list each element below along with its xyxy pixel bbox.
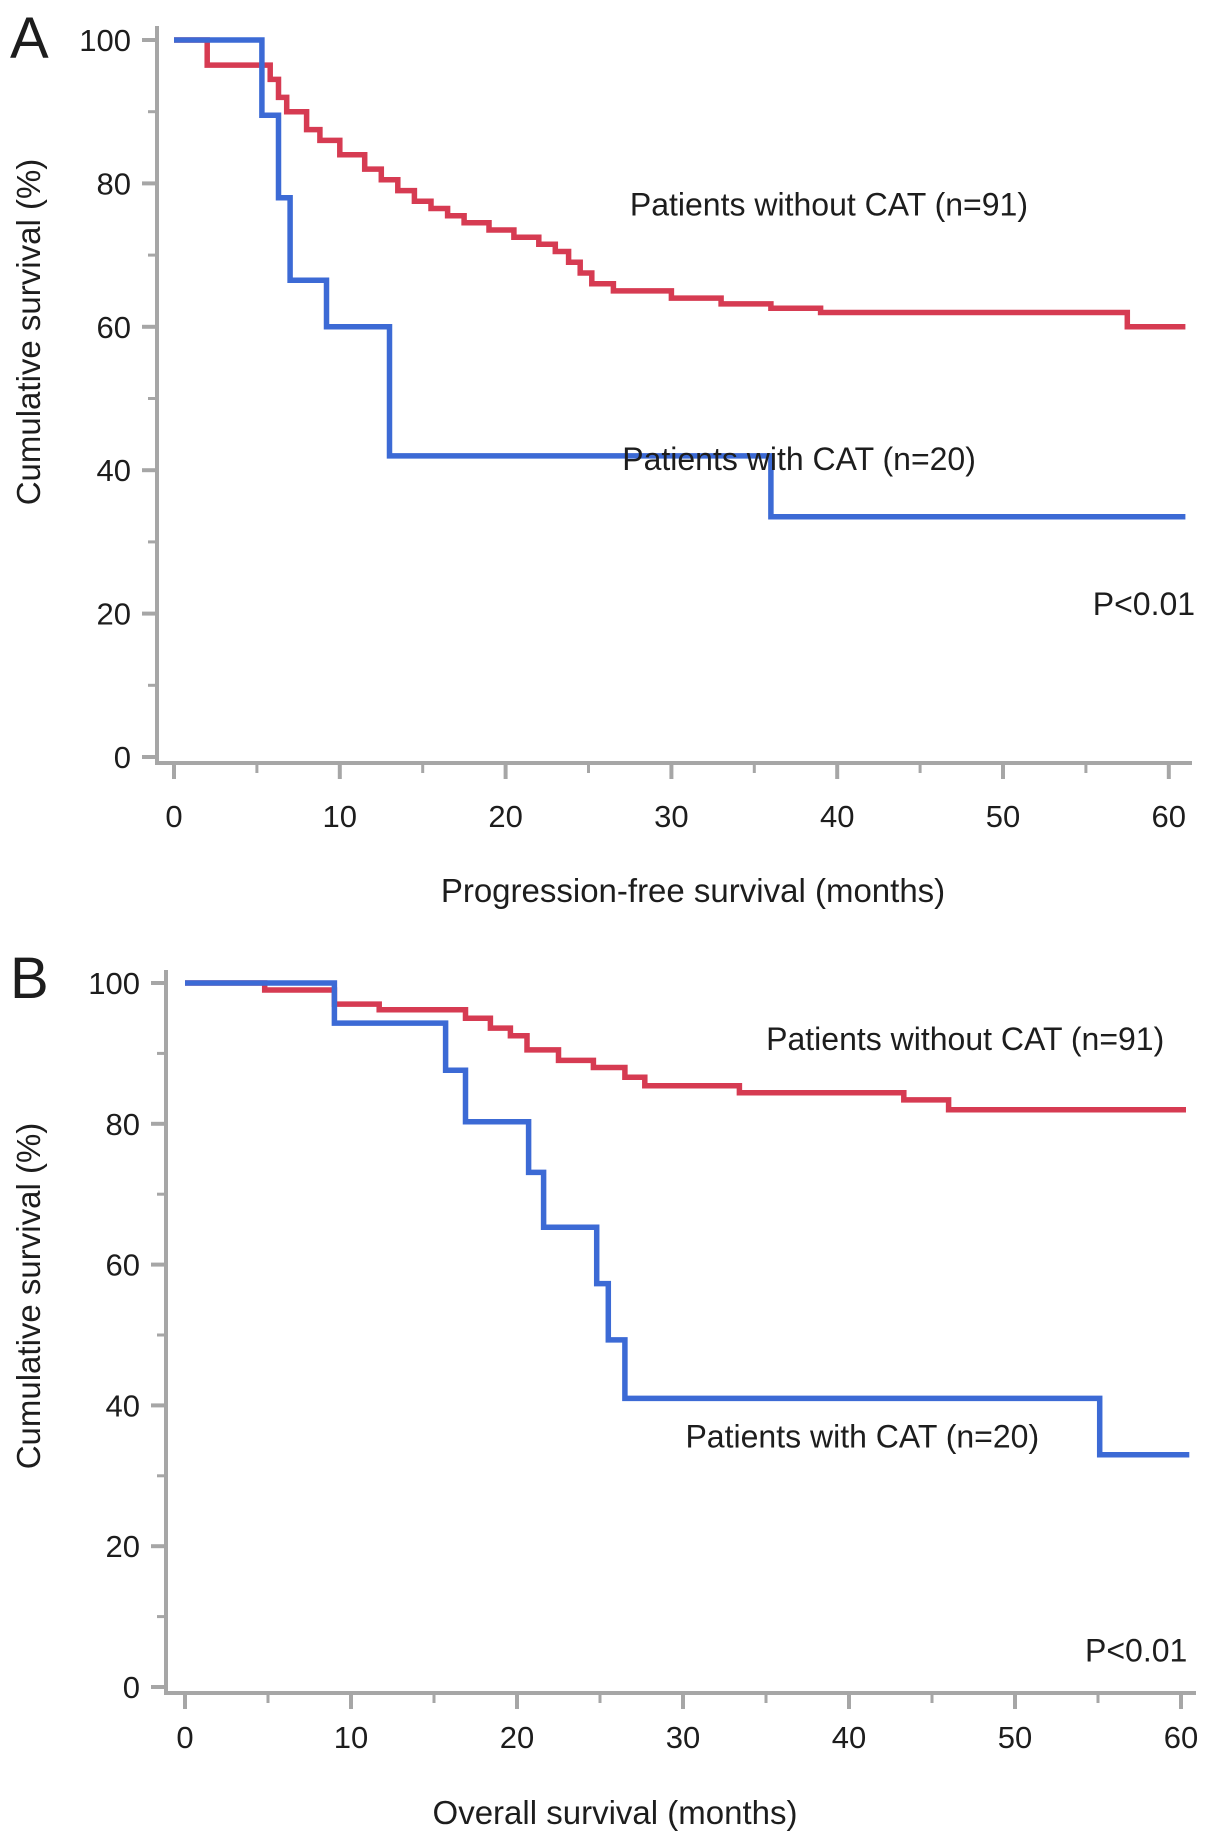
panel-a: 0 20 40 60 80 100 0 10 20 30 40 50 60 Patients withou… xyxy=(10,6,1195,909)
y-tick-label: 40 xyxy=(97,453,131,488)
y-tick-label: 0 xyxy=(123,1670,140,1705)
y-tick-label: 80 xyxy=(106,1107,140,1142)
x-tick-label: 0 xyxy=(165,799,182,834)
x-tick-label: 40 xyxy=(832,1720,866,1755)
y-tick-label: 60 xyxy=(97,310,131,345)
x-axis-title: Overall survival (months) xyxy=(433,1794,798,1831)
p-value-annotation: P<0.01 xyxy=(1085,1633,1187,1669)
y-tick-label: 40 xyxy=(106,1388,140,1423)
x-tick-label: 60 xyxy=(1164,1720,1198,1755)
x-tick-label: 30 xyxy=(654,799,688,834)
y-axis-title: Cumulative survival (%) xyxy=(10,159,47,506)
y-tick-label: 80 xyxy=(97,166,131,201)
curve-label-with-cat: Patients with CAT (n=20) xyxy=(622,441,976,477)
y-tick-label: 60 xyxy=(106,1248,140,1283)
x-tick-label: 30 xyxy=(666,1720,700,1755)
y-tick-label: 20 xyxy=(97,597,131,632)
km-curve-without-cat xyxy=(174,37,1186,330)
y-axis-title: Cumulative survival (%) xyxy=(10,1123,47,1470)
y-tick-label: 0 xyxy=(114,740,131,775)
x-tick-label: 20 xyxy=(500,1720,534,1755)
x-tick-label: 10 xyxy=(323,799,357,834)
x-tick-label: 40 xyxy=(820,799,854,834)
panel-letter-a: A xyxy=(10,6,49,71)
km-curve-with-cat xyxy=(185,980,1190,1458)
y-tick-label: 100 xyxy=(79,23,131,58)
curve-label-without-cat: Patients without CAT (n=91) xyxy=(630,187,1028,223)
panel-letter-b: B xyxy=(10,946,49,1011)
panel-b: 0 20 40 60 80 100 0 10 20 30 40 50 60 Patients withou… xyxy=(10,946,1198,1831)
km-curve-without-cat xyxy=(185,980,1186,1113)
p-value-annotation: P<0.01 xyxy=(1093,586,1195,622)
x-axis-title: Progression-free survival (months) xyxy=(441,872,945,909)
y-tick-label: 20 xyxy=(106,1529,140,1564)
curve-label-without-cat: Patients without CAT (n=91) xyxy=(766,1021,1164,1057)
km-curve-with-cat xyxy=(174,37,1186,520)
x-tick-label: 20 xyxy=(488,799,522,834)
x-tick-label: 50 xyxy=(986,799,1020,834)
x-tick-label: 50 xyxy=(998,1720,1032,1755)
y-tick-label: 100 xyxy=(88,966,140,1001)
x-tick-label: 60 xyxy=(1152,799,1186,834)
x-tick-label: 10 xyxy=(334,1720,368,1755)
x-tick-label: 0 xyxy=(176,1720,193,1755)
curve-label-with-cat: Patients with CAT (n=20) xyxy=(685,1419,1039,1455)
